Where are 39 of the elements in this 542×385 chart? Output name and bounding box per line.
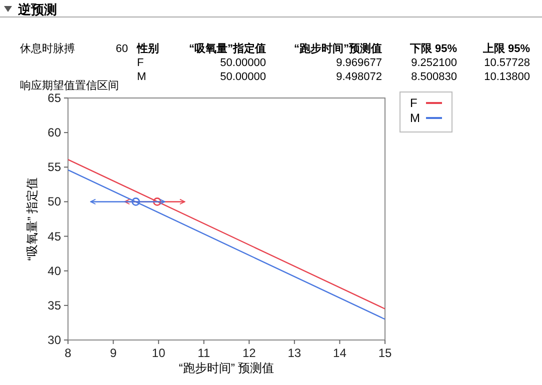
text: 50.00000 <box>220 57 266 69</box>
y-tick-label: 40 <box>48 264 62 278</box>
legend-label: M <box>410 111 420 125</box>
y-tick-label: 50 <box>48 194 62 209</box>
y-tick-label: 60 <box>48 126 62 140</box>
y-axis-title: “吸氧量” 指定值 <box>25 177 39 261</box>
x-tick-label: 9 <box>110 346 117 360</box>
y-tick-label: 55 <box>48 160 62 174</box>
chart-subtitle: 响应期望值置信区间 <box>20 79 119 92</box>
y-tick-label: 65 <box>48 91 62 105</box>
text: 性别 <box>136 42 159 55</box>
x-tick-label: 12 <box>242 346 256 360</box>
chart-title: 逆预测 <box>17 2 57 17</box>
text: 60 <box>116 43 128 55</box>
x-tick-label: 14 <box>333 346 347 360</box>
text: M <box>137 71 146 83</box>
x-tick-label: 13 <box>288 346 302 360</box>
text: 9.498072 <box>336 71 382 83</box>
legend-label: F <box>410 96 418 110</box>
text: 10.13800 <box>484 71 530 83</box>
text: 50.00000 <box>220 71 266 83</box>
y-tick-label: 35 <box>48 298 62 312</box>
x-tick-label: 10 <box>152 346 166 360</box>
x-tick-label: 11 <box>198 346 210 360</box>
text: 下限 95% <box>408 43 458 55</box>
x-tick-label: 8 <box>64 346 72 360</box>
text: 9.969677 <box>336 57 382 69</box>
x-tick-label: 15 <box>378 346 392 360</box>
text: “吸氧量”指定值 <box>189 42 266 55</box>
text: “跑步时间”预测值 <box>294 42 382 55</box>
text: 9.252100 <box>411 57 457 69</box>
text: F <box>137 57 144 69</box>
text: 8.500830 <box>411 71 457 83</box>
text: 上限 95% <box>482 42 530 55</box>
text: 休息时脉搏 <box>20 42 75 55</box>
x-axis-title: “跑步时间” 预测值 <box>178 361 274 375</box>
y-tick-label: 30 <box>48 333 62 347</box>
text: 10.57728 <box>484 57 530 69</box>
y-tick-label: 45 <box>48 229 62 244</box>
